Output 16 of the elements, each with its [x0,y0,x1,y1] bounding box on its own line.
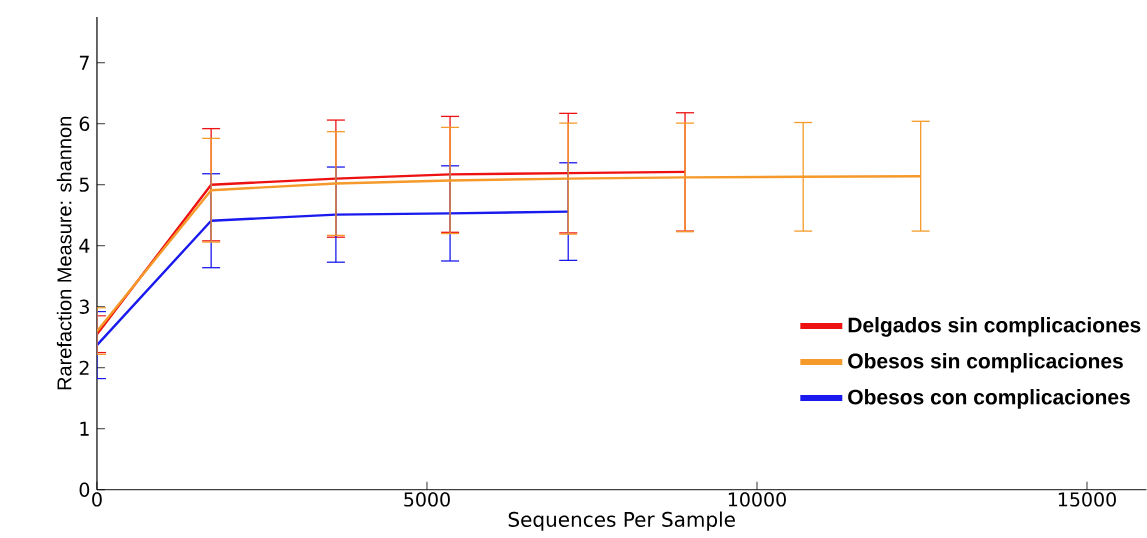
x-tick-label: 10000 [728,492,786,507]
legend-label: Obesos sin complicaciones [848,353,1123,373]
x-axis-title: Sequences Per Sample [508,511,735,531]
y-tick-label: 4 [79,238,90,253]
legend-label: Obesos con complicaciones [848,389,1130,409]
y-tick-label: 3 [79,299,89,315]
x-tick-label: 5000 [404,492,450,507]
x-tick-label: 0 [92,492,102,507]
x-tick-label: 15000 [1058,492,1116,507]
y-axis-title: Rarefaction Measure: shannon [56,117,72,390]
y-tick-label: 1 [80,421,89,436]
y-tick-label: 2 [79,360,89,375]
y-tick-label: 7 [79,55,89,70]
legend-label: Delgados sin complicaciones [848,317,1141,337]
y-tick-label: 5 [79,177,89,192]
y-tick-label: 6 [79,116,90,132]
